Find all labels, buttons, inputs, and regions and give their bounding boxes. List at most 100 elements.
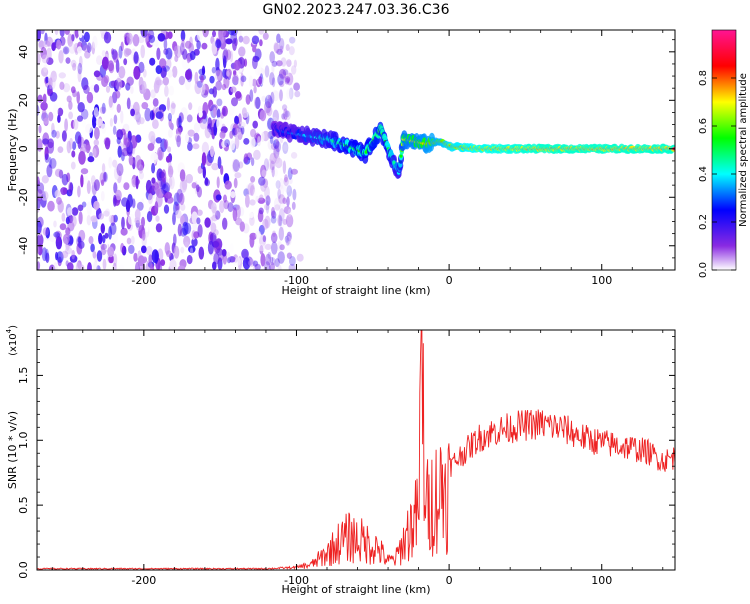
colorbar-frame bbox=[711, 29, 737, 271]
heatmap-cell bbox=[61, 212, 66, 222]
snr-multiplier: (x104) bbox=[5, 325, 19, 356]
heatmap-cell bbox=[196, 186, 202, 198]
heatmap-cell bbox=[116, 137, 121, 145]
heatmap-cell bbox=[38, 182, 44, 196]
heatmap-cell bbox=[68, 181, 73, 195]
heatmap-cell bbox=[199, 118, 208, 130]
heatmap-cell bbox=[123, 58, 128, 66]
heatmap-cell bbox=[61, 250, 69, 259]
heatmap-cell bbox=[212, 30, 216, 38]
heatmap-cell bbox=[56, 197, 62, 205]
heatmap-cell bbox=[250, 157, 255, 167]
heatmap-cell bbox=[90, 215, 98, 223]
heatmap-cell bbox=[126, 237, 132, 245]
heatmap-cell bbox=[263, 101, 272, 114]
heatmap-cell bbox=[59, 81, 65, 91]
heatmap-cell bbox=[86, 91, 94, 104]
heatmap-cell bbox=[118, 66, 126, 79]
heatmap-cell bbox=[278, 226, 284, 241]
heatmap-cell bbox=[219, 200, 225, 214]
heatmap-cell bbox=[228, 30, 236, 36]
heatmap-cell bbox=[65, 227, 71, 236]
heatmap-cell bbox=[96, 55, 103, 65]
heatmap-cell bbox=[207, 240, 214, 255]
heatmap-cell bbox=[226, 251, 231, 264]
heatmap-cell bbox=[80, 168, 89, 175]
snr-multiplier-base: (x10 bbox=[8, 333, 19, 356]
heatmap-cell bbox=[78, 240, 85, 249]
heatmap-cell bbox=[165, 191, 172, 199]
heatmap-cell bbox=[168, 85, 175, 96]
heatmap-cell bbox=[112, 50, 119, 63]
heatmap-cell bbox=[171, 102, 176, 109]
heatmap-cell bbox=[42, 138, 49, 145]
heatmap-cell bbox=[222, 55, 227, 69]
heatmap-cell bbox=[87, 262, 92, 270]
heatmap-cell bbox=[62, 46, 70, 55]
heatmap-cell bbox=[182, 221, 189, 236]
heatmap-cell bbox=[180, 30, 186, 42]
heatmap-cell bbox=[141, 198, 145, 208]
heatmap-cell bbox=[51, 129, 57, 138]
heatmap-cell bbox=[221, 140, 227, 148]
heatmap-cell bbox=[64, 47, 68, 54]
heatmap-cell bbox=[277, 251, 285, 264]
heatmap-cell bbox=[59, 30, 65, 37]
heatmap-cell bbox=[67, 262, 74, 270]
heatmap-cell bbox=[290, 152, 298, 159]
heatmap-cell bbox=[163, 139, 169, 150]
heatmap-cell bbox=[201, 42, 208, 50]
heatmap-cell bbox=[285, 44, 290, 51]
heatmap-cell bbox=[45, 252, 50, 264]
heatmap-cell bbox=[111, 135, 119, 145]
heatmap-cell bbox=[129, 157, 134, 166]
heatmap-cell bbox=[216, 117, 223, 131]
heatmap-cell bbox=[269, 72, 275, 86]
heatmap-cell bbox=[176, 188, 183, 203]
heatmap-cell bbox=[234, 115, 239, 126]
heatmap-cell bbox=[284, 235, 289, 243]
heatmap-cell bbox=[55, 190, 61, 197]
heatmap-cell bbox=[101, 50, 106, 57]
heatmap-cell bbox=[264, 243, 272, 250]
svg-text:(x104): (x104) bbox=[5, 325, 19, 356]
heatmap-cell bbox=[136, 221, 142, 231]
heatmap-cell bbox=[133, 51, 139, 64]
heatmap-cell bbox=[221, 30, 227, 37]
heatmap-cell bbox=[271, 241, 278, 255]
heatmap-cell bbox=[71, 215, 77, 227]
heatmap-cell bbox=[264, 94, 273, 109]
heatmap-cell bbox=[211, 162, 219, 171]
heatmap-cell bbox=[238, 121, 246, 128]
heatmap-cell bbox=[78, 151, 86, 165]
heatmap-cell bbox=[216, 69, 223, 82]
heatmap-cell bbox=[215, 210, 221, 220]
heatmap-cell bbox=[68, 43, 76, 54]
heatmap-cell bbox=[230, 140, 236, 151]
heatmap-cell bbox=[273, 153, 281, 164]
heatmap-cell bbox=[112, 159, 118, 168]
heatmap-cell bbox=[252, 55, 258, 70]
heatmap-cell bbox=[238, 110, 243, 124]
heatmap-cell bbox=[153, 106, 157, 114]
heatmap-cell bbox=[232, 73, 239, 83]
heatmap-cell bbox=[269, 160, 276, 171]
heatmap-cell bbox=[42, 227, 49, 236]
heatmap-cell bbox=[151, 177, 156, 184]
heatmap-cell bbox=[285, 236, 292, 246]
heatmap-cell bbox=[37, 104, 40, 117]
x-tick-label: -200 bbox=[131, 574, 156, 587]
heatmap-cell bbox=[283, 108, 288, 121]
heatmap-cell bbox=[125, 199, 131, 213]
heatmap-cell bbox=[141, 245, 147, 254]
heatmap-cell bbox=[255, 96, 261, 109]
heatmap-cell bbox=[264, 215, 271, 229]
heatmap-cell bbox=[179, 192, 185, 206]
heatmap-cell bbox=[289, 36, 296, 44]
heatmap-cell bbox=[85, 142, 91, 154]
heatmap-cell bbox=[215, 57, 220, 72]
heatmap-cell bbox=[53, 231, 61, 238]
snr-multiplier-close: ) bbox=[8, 325, 19, 329]
heatmap-cell bbox=[213, 252, 220, 265]
heatmap-cell bbox=[93, 107, 99, 118]
